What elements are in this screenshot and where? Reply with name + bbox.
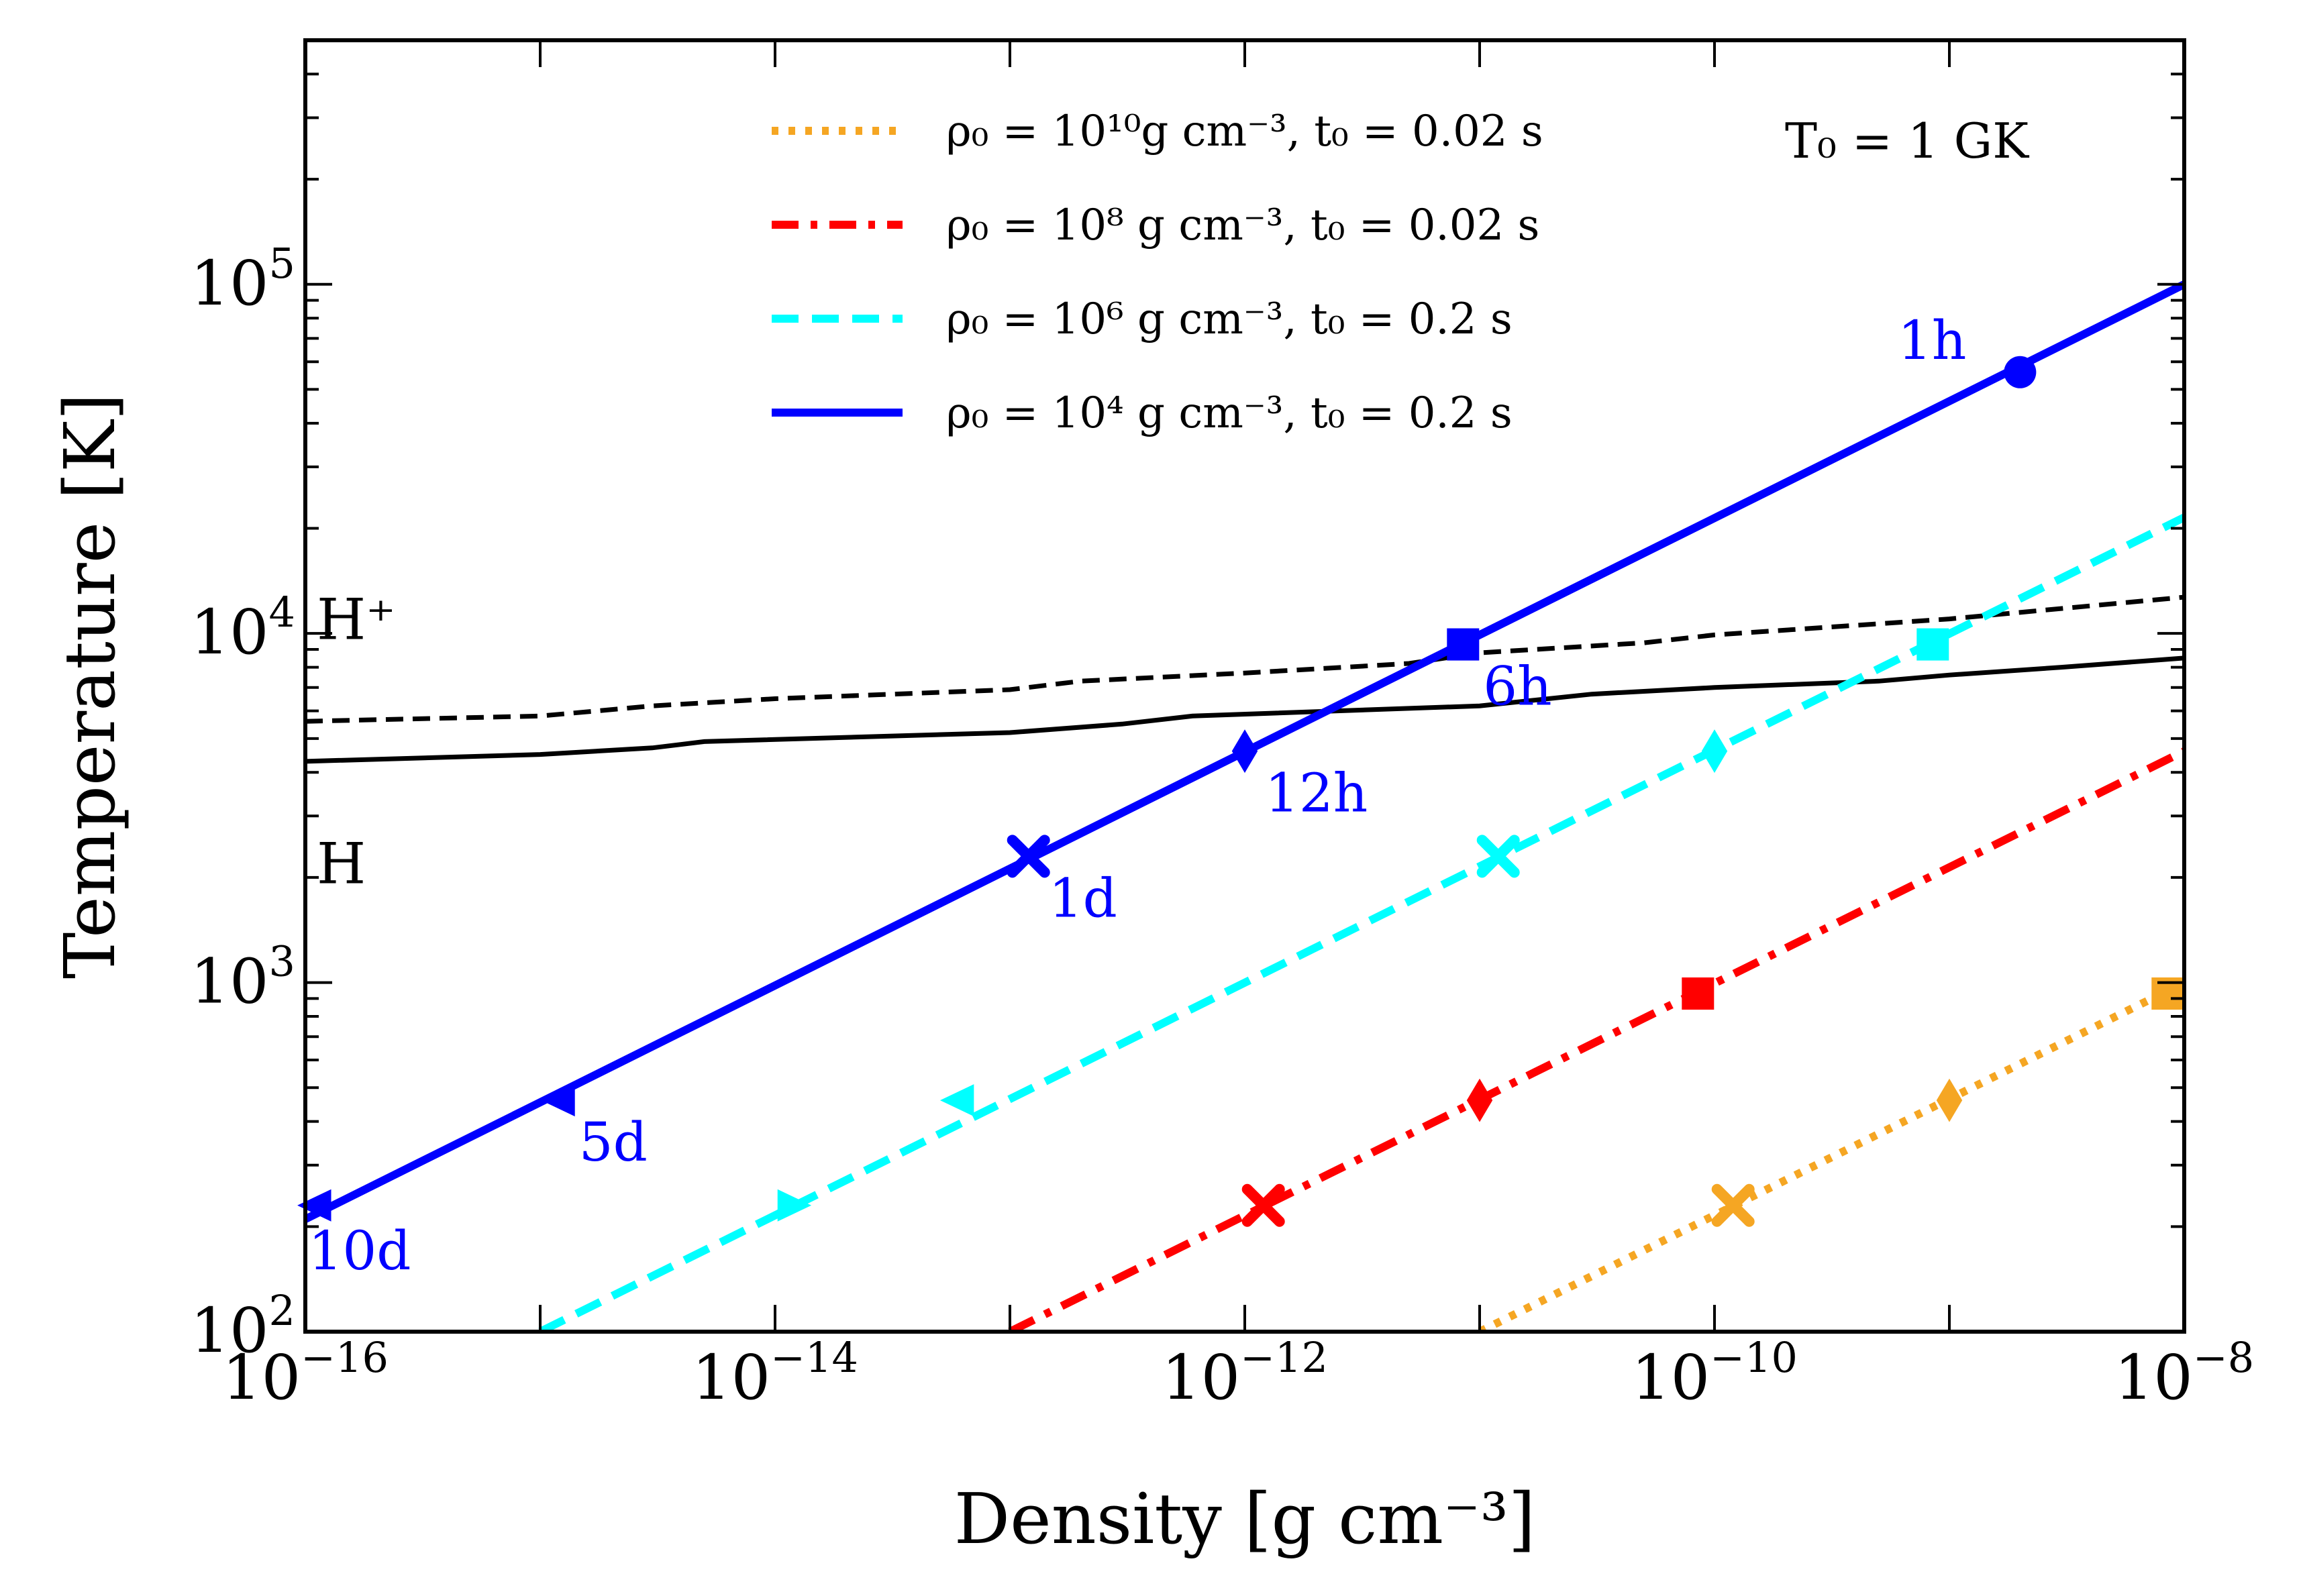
marker-2-0 <box>777 1189 812 1222</box>
region-label-0: H⁺ <box>317 587 396 653</box>
marker-3-0 <box>297 1189 331 1222</box>
marker-3-5 <box>2004 356 2037 388</box>
plot-area <box>305 280 2184 1332</box>
time-label: 1h <box>1898 309 1966 372</box>
region-label-1: H <box>317 831 366 896</box>
time-label: 6h <box>1483 655 1551 718</box>
marker-3-4 <box>1447 628 1480 661</box>
series-line-0 <box>1478 979 2184 1332</box>
y-tick-label: 103 <box>190 937 295 1018</box>
marker-0-1 <box>1936 1078 1963 1122</box>
marker-1-0 <box>1241 1183 1285 1227</box>
marker-2-4 <box>1916 628 1949 661</box>
y-tick-label: 105 <box>190 239 295 319</box>
marker-2-2 <box>1476 835 1520 878</box>
x-tick-label: 10−8 <box>2114 1333 2254 1414</box>
marker-1-1 <box>1466 1078 1493 1122</box>
parameter-label: T₀ = 1 GK <box>1785 113 2029 169</box>
plot-content: 10d 5d 1d 12h 6h 1h H⁺ H <box>297 280 2184 1332</box>
marker-3-3 <box>1231 729 1258 774</box>
marker-3-2 <box>1007 835 1050 878</box>
x-tick-label: 10−12 <box>1162 1333 1328 1414</box>
y-tick-label: 104 <box>190 588 295 668</box>
legend-label-0: ρ₀ = 10¹⁰g cm⁻³, t₀ = 0.02 s <box>946 107 1543 156</box>
time-label: 5d <box>579 1111 648 1173</box>
legend: ρ₀ = 10¹⁰g cm⁻³, t₀ = 0.02 s ρ₀ = 10⁸ g c… <box>772 107 1543 438</box>
ticks: 10−16 10−14 10−12 10−10 10−8 102 103 104 105 <box>190 39 2254 1414</box>
series-line-2 <box>538 513 2184 1332</box>
marker-3-1 <box>541 1084 575 1117</box>
x-tick-label: 10−14 <box>692 1333 858 1414</box>
marker-2-3 <box>1701 729 1728 774</box>
y-tick-label: 102 <box>190 1286 295 1367</box>
time-label: 12h <box>1265 762 1368 824</box>
legend-label-3: ρ₀ = 10⁴ g cm⁻³, t₀ = 0.2 s <box>946 388 1513 438</box>
x-tick-label: 10−16 <box>222 1333 389 1414</box>
y-axis-title: Temperature [K] <box>49 393 131 979</box>
marker-0-0 <box>1711 1183 1755 1227</box>
time-label: 1d <box>1049 867 1117 929</box>
time-label: 10d <box>308 1220 411 1282</box>
series-line-1 <box>1008 747 2184 1332</box>
boundary-curve-1 <box>305 655 2184 764</box>
legend-label-2: ρ₀ = 10⁶ g cm⁻³, t₀ = 0.2 s <box>946 295 1513 344</box>
legend-label-1: ρ₀ = 10⁸ g cm⁻³, t₀ = 0.02 s <box>946 201 1539 250</box>
marker-1-2 <box>1682 977 1715 1010</box>
marker-2-1 <box>939 1084 974 1117</box>
x-tick-label: 10−10 <box>1631 1333 1798 1414</box>
x-axis-title: Density [g cm⁻³] <box>954 1478 1535 1560</box>
boundary-curve-0 <box>305 594 2184 724</box>
